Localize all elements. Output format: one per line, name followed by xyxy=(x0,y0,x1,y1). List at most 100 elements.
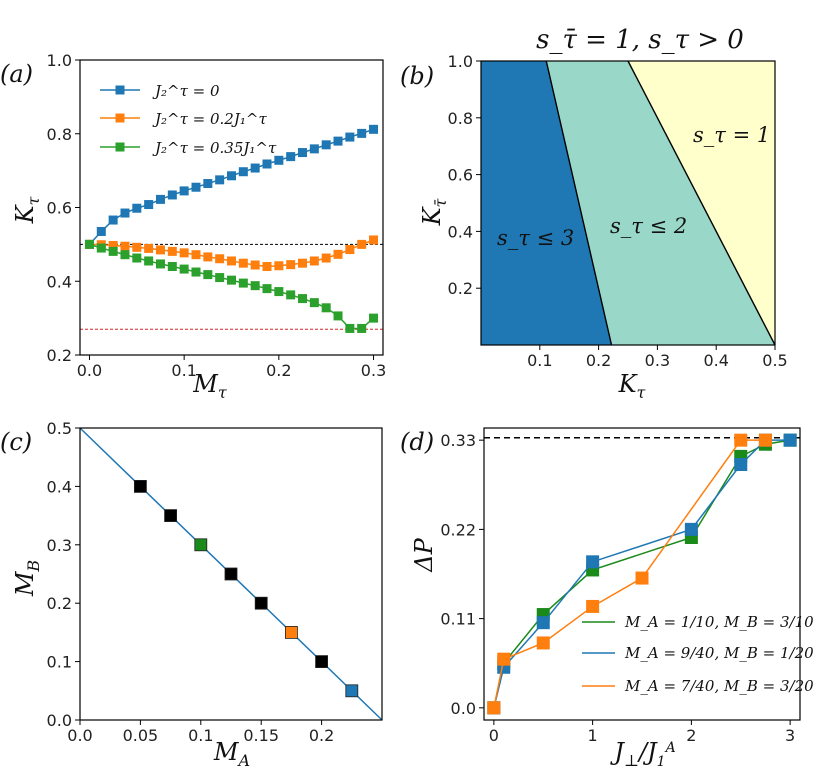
data-point xyxy=(203,270,213,280)
panel-label: (b) xyxy=(400,62,434,90)
x-axis-label: MA xyxy=(213,738,250,770)
region-s-le-3 xyxy=(481,61,612,345)
data-point xyxy=(345,132,355,142)
y-tick-label: 1.0 xyxy=(448,52,473,71)
data-point xyxy=(254,596,268,610)
y-tick-label: 0.4 xyxy=(47,477,72,496)
x-tick-label: 2 xyxy=(686,726,696,745)
x-tick-label: 0 xyxy=(489,726,499,745)
data-point xyxy=(144,256,154,266)
y-tick-label: 0.0 xyxy=(47,711,72,730)
data-point xyxy=(315,655,329,668)
plot-frame xyxy=(480,60,776,346)
data-point xyxy=(120,250,130,260)
region-label: s_τ ≤ 3 xyxy=(497,226,574,250)
plot-frame xyxy=(79,59,384,356)
x-tick-label: 0.4 xyxy=(703,351,728,370)
data-point xyxy=(250,163,260,173)
panel-d-line-chart: 0 1 2 3 0.0 0.11 0.22 0.33 (d) J⊥/J1A ΔP M_A = 1/10… xyxy=(400,427,814,770)
plot-frame xyxy=(483,427,801,721)
data-point xyxy=(179,264,189,274)
data-point xyxy=(734,458,748,471)
data-point xyxy=(250,260,260,270)
plot-frame xyxy=(79,427,383,721)
data-point xyxy=(321,303,331,313)
data-point xyxy=(345,245,355,255)
y-tick-label: 0.1 xyxy=(47,653,72,672)
x-axis-label: Mτ xyxy=(192,370,228,402)
data-point xyxy=(179,248,189,258)
data-point xyxy=(357,128,367,138)
legend: J₂^τ = 0 J₂^τ = 0.2J₁^τ J₂^τ = 0.35J₁^τ xyxy=(100,82,277,157)
y-tick-label: 0.2 xyxy=(47,346,72,365)
data-point xyxy=(203,179,213,189)
data-point xyxy=(536,616,550,630)
data-point xyxy=(783,433,797,447)
y-tick-label: 0.8 xyxy=(47,125,72,144)
x-tick-label: 0.3 xyxy=(361,361,386,380)
x-tick-label: 0.2 xyxy=(266,361,291,380)
data-point xyxy=(369,124,379,134)
data-point xyxy=(167,190,177,200)
region-label: s_τ = 1 xyxy=(693,123,770,147)
x-tick-label: 0.0 xyxy=(77,361,102,380)
x-tick-label: 0.1 xyxy=(171,361,196,380)
chart-title: s_τ̄ = 1, s_τ > 0 xyxy=(536,25,744,55)
data-point xyxy=(262,284,272,294)
data-point xyxy=(164,509,178,523)
data-point xyxy=(108,246,118,256)
legend-entry: M_A = 9/40, M_B = 1/20 xyxy=(624,644,814,662)
data-point xyxy=(586,555,600,569)
data-point xyxy=(497,652,511,666)
data-point xyxy=(132,203,142,213)
data-point xyxy=(369,235,379,245)
legend-marker xyxy=(115,85,125,95)
data-point xyxy=(321,253,331,263)
data-point xyxy=(227,256,236,266)
legend-entry: M_A = 1/10, M_B = 3/10 xyxy=(624,613,814,631)
y-tick-label: 0.4 xyxy=(448,222,473,241)
data-point xyxy=(684,522,698,536)
y-axis-label: Kτ xyxy=(11,195,43,224)
data-point xyxy=(333,311,343,321)
region-label: s_τ ≤ 2 xyxy=(610,214,687,238)
x-tick-label: 0.1 xyxy=(527,351,552,370)
x-tick-label: 0.15 xyxy=(243,726,279,745)
data-point xyxy=(194,538,208,552)
panel-a-line-chart: 0.0 0.1 0.2 0.3 0.2 0.4 0.6 0.8 1.0 (a) Mτ Kτ J₂^τ =… xyxy=(0,51,386,402)
data-point xyxy=(333,136,343,146)
x-tick-label: 3 xyxy=(785,726,795,745)
x-tick-label: 0.2 xyxy=(586,351,611,370)
data-point xyxy=(179,186,189,196)
data-point xyxy=(298,294,308,304)
legend: M_A = 1/10, M_B = 3/10 M_A = 9/40, M_B = … xyxy=(582,613,814,695)
x-tick-label: 0.1 xyxy=(188,726,213,745)
region-s-le-2 xyxy=(546,61,775,345)
data-point xyxy=(250,281,260,291)
data-point xyxy=(133,479,147,493)
data-point xyxy=(167,262,177,271)
data-point xyxy=(132,253,142,263)
data-point xyxy=(734,433,748,447)
data-point xyxy=(298,148,308,158)
data-point xyxy=(191,250,201,260)
data-point xyxy=(758,433,772,447)
data-point xyxy=(321,140,331,150)
y-tick-label: 0.22 xyxy=(440,520,476,539)
data-point xyxy=(274,155,284,165)
data-point xyxy=(191,182,201,192)
x-axis-label: J⊥/J1A xyxy=(609,738,675,770)
data-point xyxy=(274,261,284,271)
panel-label: (d) xyxy=(400,428,434,456)
data-point xyxy=(274,287,284,297)
y-axis-label: MB xyxy=(11,560,43,598)
data-point xyxy=(144,200,154,210)
data-point xyxy=(155,245,165,255)
y-tick-label: 0.11 xyxy=(440,610,476,629)
data-point xyxy=(120,208,130,218)
data-point xyxy=(227,275,236,285)
data-point xyxy=(227,171,236,181)
y-tick-label: 0.4 xyxy=(47,272,72,291)
y-tick-label: 0.2 xyxy=(47,594,72,613)
legend-entry: J₂^τ = 0.35J₁^τ xyxy=(152,139,277,157)
